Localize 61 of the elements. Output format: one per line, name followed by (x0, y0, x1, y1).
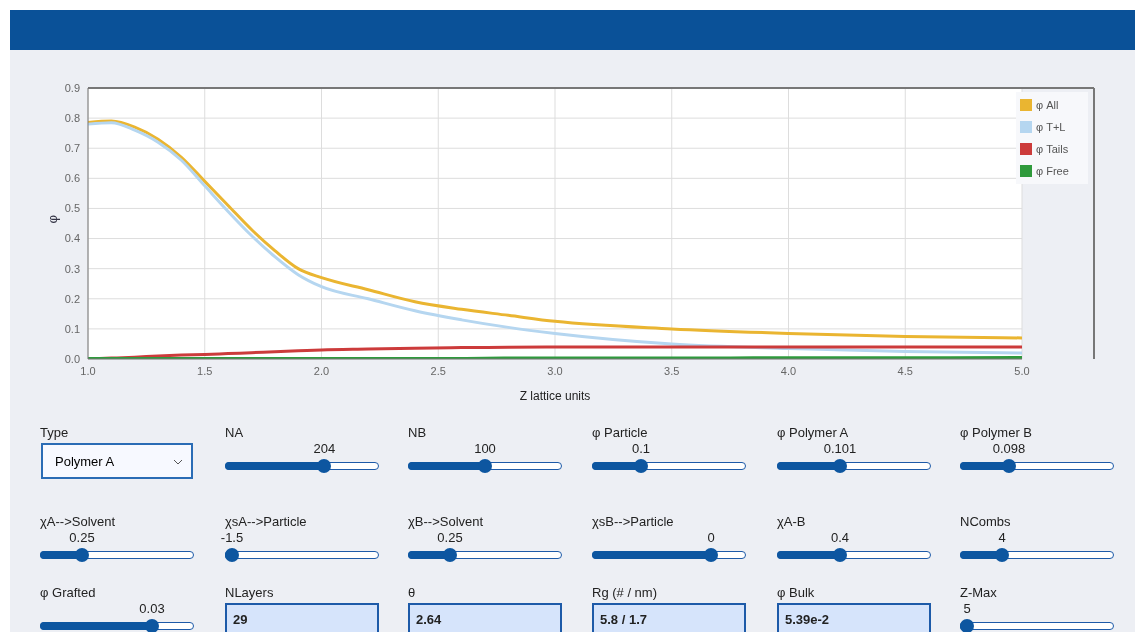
text: χB-->Solvent (408, 514, 484, 529)
x-tick-label: 4.5 (897, 364, 913, 377)
legend-label: φ All (1035, 98, 1060, 113)
y-tick-label: 0.2 (64, 292, 80, 305)
text: 0.098 (992, 441, 1026, 456)
x-tick-label: 2.5 (430, 364, 446, 377)
text: 4 (998, 530, 1006, 545)
y-tick-label: 0.0 (64, 352, 80, 365)
y-tick-label: 0.6 (64, 172, 80, 185)
text: χA-->Solvent (40, 514, 116, 529)
x-tick-label: 4.0 (780, 364, 797, 377)
text: NA (225, 425, 244, 440)
dropdown: Polymer A (41, 443, 193, 479)
text: 0.1 (631, 441, 651, 456)
legend-label: φ Free (1035, 164, 1070, 179)
y-tick-label: 0.3 (64, 262, 80, 275)
text: 0.101 (823, 441, 857, 456)
y-tick-label: 0.8 (64, 112, 80, 125)
text: 204 (313, 441, 336, 456)
text: 0.25 (437, 530, 463, 545)
text: χsB-->Particle (592, 514, 674, 529)
text: θ (408, 585, 416, 600)
text: 5 (963, 601, 971, 616)
text: NB (408, 425, 427, 440)
x-tick-label: 3.0 (547, 364, 563, 377)
text: NCombs (960, 514, 1011, 529)
text: χsA-->Particle (225, 514, 307, 529)
text: φ Bulk (777, 585, 815, 600)
text-field: 5.39e-2 (777, 603, 931, 632)
x-tick-label: 1.5 (197, 364, 213, 377)
text-field: 2.64 (408, 603, 562, 632)
text: 0.4 (830, 530, 850, 545)
text: -1.5 (220, 530, 244, 545)
text: 100 (474, 441, 496, 456)
x-tick-label: 1.0 (80, 364, 96, 377)
y-tick-label: 0.1 (64, 322, 80, 335)
text: 0.25 (69, 530, 95, 545)
y-tick-label: 0.5 (64, 202, 80, 215)
text: φ Polymer A (777, 425, 849, 440)
text: 0.03 (139, 601, 165, 616)
x-tick-label: 2.0 (313, 364, 330, 377)
text: φ Grafted (40, 585, 96, 600)
text-field: 29 (225, 603, 379, 632)
text: Z-Max (960, 585, 997, 600)
text: φ Polymer B (960, 425, 1033, 440)
x-tick-label: 3.5 (664, 364, 680, 377)
legend-label: φ T+L (1035, 120, 1067, 135)
text: NLayers (225, 585, 274, 600)
y-tick-label: 0.7 (64, 142, 80, 155)
legend-label: φ Tails (1035, 142, 1070, 157)
y-tick-label: 0.9 (64, 81, 80, 94)
text: χA-B (777, 514, 806, 529)
y-tick-label: 0.4 (64, 232, 80, 245)
text: Rg (# / nm) (592, 585, 658, 600)
y-axis-title: φ (44, 215, 60, 224)
x-tick-label: 5.0 (1014, 364, 1030, 377)
text: 0 (707, 530, 715, 545)
text: φ Particle (592, 425, 648, 440)
text-field: 5.8 / 1.7 (592, 603, 746, 632)
x-axis-title: Z lattice units (519, 389, 591, 403)
text: Type (40, 425, 69, 440)
